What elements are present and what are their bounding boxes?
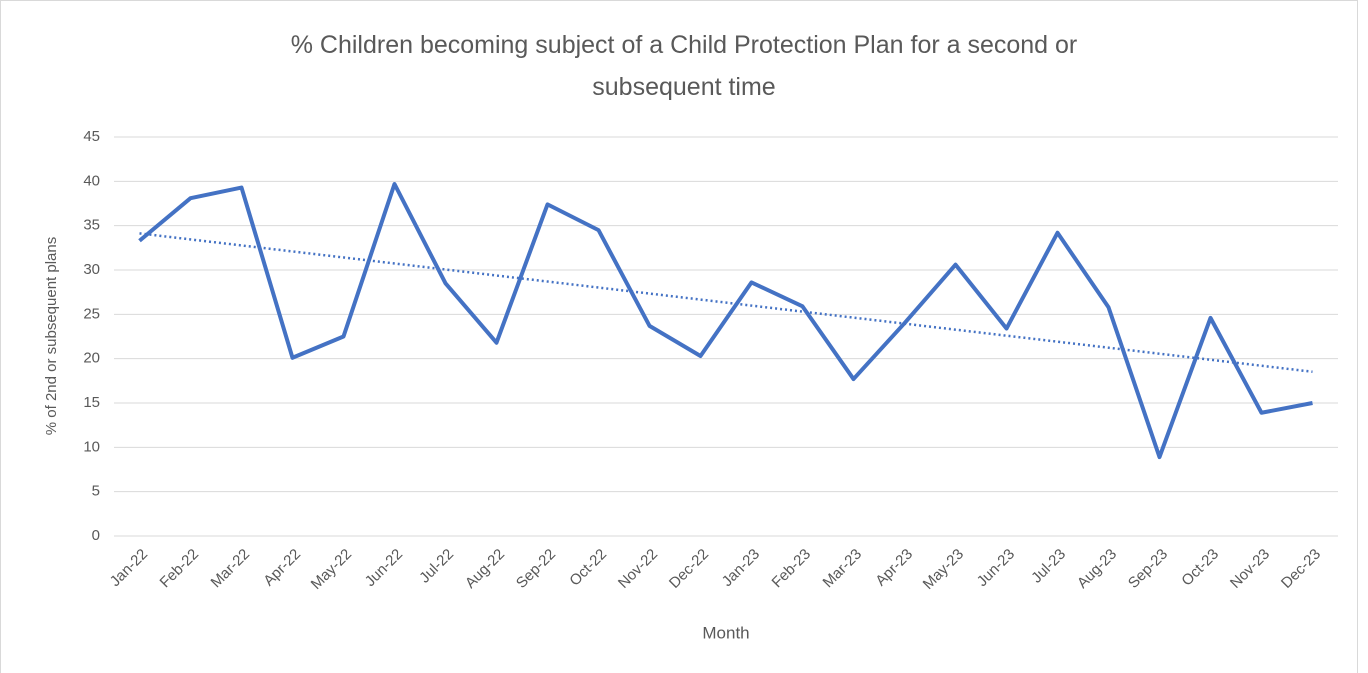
x-tick-label: Mar-23	[820, 546, 866, 592]
y-tick-label: 45	[83, 128, 100, 145]
x-tick-label: Dec-22	[666, 546, 712, 592]
y-tick-label: 5	[92, 483, 100, 500]
trendline	[139, 232, 1313, 374]
x-tick-label: Apr-23	[872, 546, 916, 590]
x-tick-label: Jul-23	[1028, 546, 1069, 587]
x-tick-label: Jan-23	[719, 546, 763, 590]
x-tick-label: Sep-22	[513, 546, 559, 592]
x-tick-label: Aug-23	[1074, 546, 1120, 592]
y-tick-label: 35	[83, 217, 100, 234]
x-tick-label: Nov-22	[615, 546, 661, 592]
x-tick-label: Jun-22	[362, 546, 406, 590]
x-tick-label: Sep-23	[1125, 546, 1171, 592]
y-tick-label: 30	[83, 261, 100, 278]
x-tick-label: Aug-22	[462, 546, 508, 592]
y-tick-label: 40	[83, 172, 100, 189]
x-tick-label: Nov-23	[1227, 546, 1273, 592]
x-tick-label: Jan-22	[107, 546, 151, 590]
y-tick-label: 25	[83, 305, 100, 322]
x-tick-label: Oct-22	[566, 546, 610, 590]
x-tick-label: Oct-23	[1178, 546, 1222, 590]
x-tick-label: Apr-22	[260, 546, 304, 590]
x-axis-label: Month	[702, 623, 749, 642]
y-axis-label: % of 2nd or subsequent plans	[43, 237, 60, 435]
x-tick-label: Feb-23	[769, 546, 815, 592]
x-tick-label: May-23	[920, 546, 967, 593]
y-tick-label: 10	[83, 438, 100, 455]
x-tick-label: Dec-23	[1278, 546, 1324, 592]
y-tick-label: 0	[92, 527, 100, 544]
x-tick-label: Feb-22	[157, 546, 203, 592]
chart-title: % Children becoming subject of a Child P…	[290, 31, 1078, 101]
x-tick-label: Jul-22	[416, 546, 457, 587]
x-tick-label: May-22	[308, 546, 355, 593]
y-tick-label: 15	[83, 394, 100, 411]
data-line	[138, 181, 1313, 460]
x-tick-label: Mar-22	[208, 546, 254, 592]
x-tick-label: Jun-23	[974, 546, 1018, 590]
y-tick-label: 20	[83, 350, 100, 367]
